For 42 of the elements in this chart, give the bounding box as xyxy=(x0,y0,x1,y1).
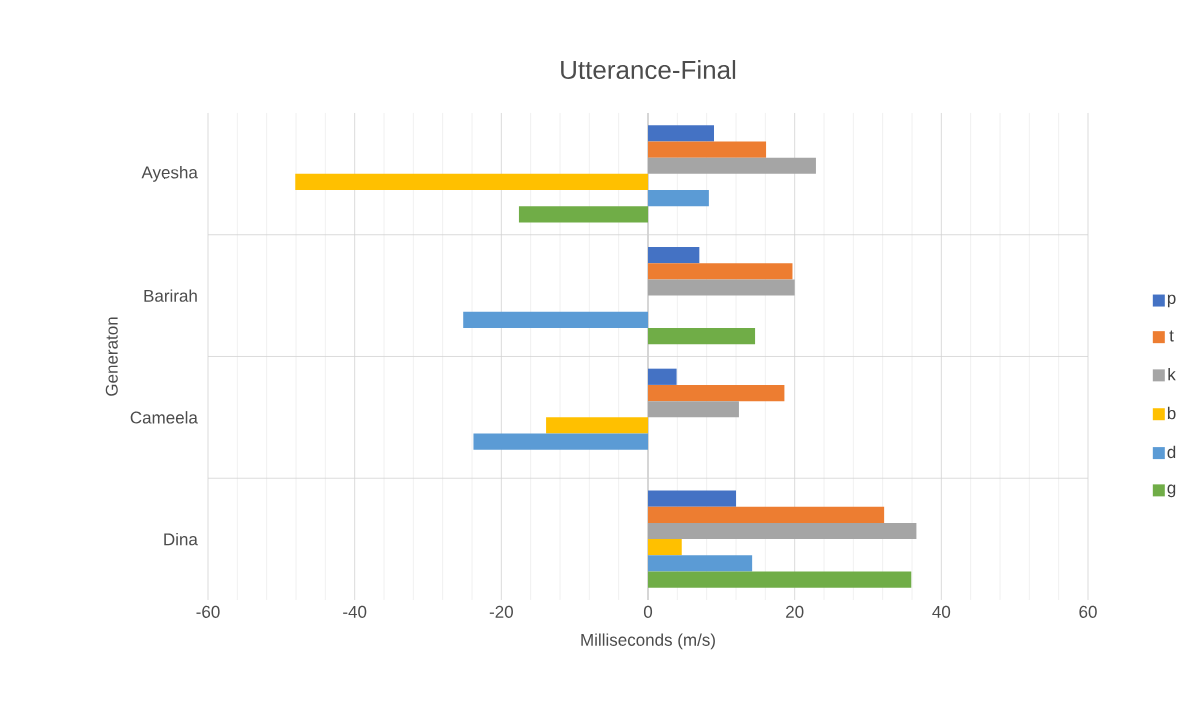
bar xyxy=(648,190,709,207)
chart-title: Utterance-Final xyxy=(561,60,736,80)
x-tick-label: 60 xyxy=(1079,605,1097,618)
bar xyxy=(648,555,753,572)
bar xyxy=(648,539,682,556)
bar xyxy=(473,433,649,450)
bar xyxy=(648,328,756,345)
bar xyxy=(546,417,649,434)
x-tick-label: -40 xyxy=(343,605,367,618)
x-tick-label: -60 xyxy=(196,605,220,618)
bar xyxy=(295,173,649,191)
bar xyxy=(648,246,700,264)
bar xyxy=(648,279,795,296)
legend-label: k xyxy=(1168,367,1176,381)
legend-label: t xyxy=(1169,330,1174,342)
bar xyxy=(648,401,739,418)
bar xyxy=(648,125,715,142)
bar xyxy=(648,490,737,507)
bar xyxy=(648,157,816,174)
y-tick-label: Dina xyxy=(164,532,198,546)
legend-label: d xyxy=(1167,445,1176,459)
x-tick-label: 20 xyxy=(786,605,804,618)
bar xyxy=(648,506,885,523)
legend-label: b xyxy=(1167,406,1176,420)
legend-label: g xyxy=(1167,484,1176,498)
bar xyxy=(463,311,649,329)
bar xyxy=(518,206,649,223)
x-tick-label: 40 xyxy=(932,605,951,618)
x-tick-label: 0 xyxy=(643,605,653,618)
y-tick-label: Ayesha xyxy=(141,165,198,182)
x-tick-label: -20 xyxy=(489,605,513,618)
y-tick-label: Cameela xyxy=(130,411,198,424)
bar xyxy=(648,263,793,280)
bar xyxy=(648,141,767,158)
y-axis-title: Generaton xyxy=(105,317,118,396)
x-axis-title: Milliseconds (m/s) xyxy=(581,633,715,650)
bar xyxy=(648,571,912,588)
bar xyxy=(648,384,785,402)
y-tick-label: Barirah xyxy=(144,289,197,302)
bar xyxy=(648,368,677,385)
legend-label: p xyxy=(1167,294,1176,308)
bar xyxy=(648,522,917,540)
